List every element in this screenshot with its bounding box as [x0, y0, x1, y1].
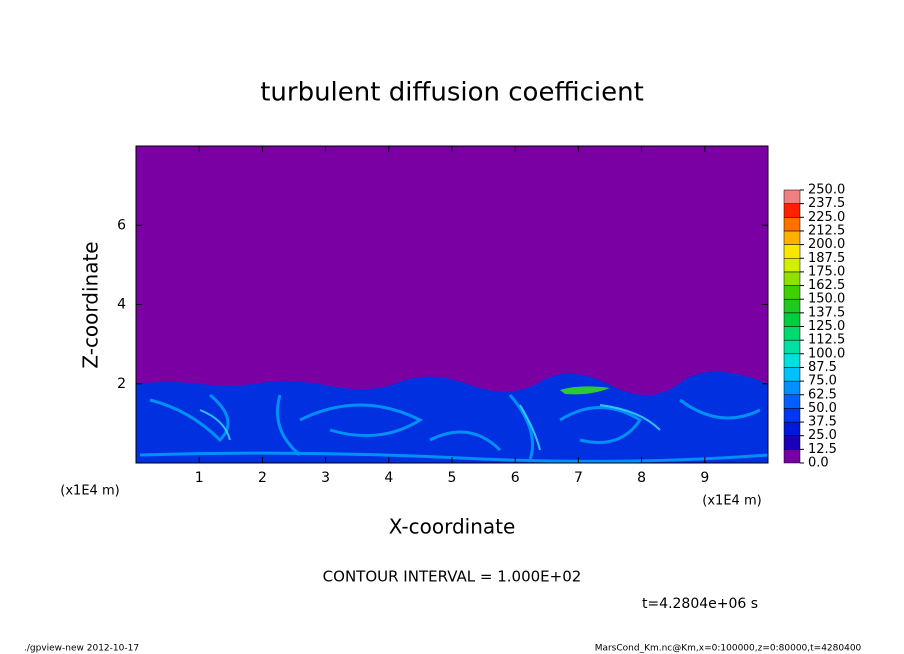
- x-tick-label: 1: [195, 470, 204, 486]
- x-tick-label: 5: [448, 470, 457, 486]
- colorbar-band: [783, 435, 801, 450]
- colorbar-band: [783, 339, 801, 355]
- y-tick-label: 6: [117, 217, 126, 233]
- colorbar-band: [783, 408, 801, 423]
- x-axis-label: X-coordinate: [389, 515, 516, 539]
- colorbar-label: 50.0: [808, 401, 837, 416]
- x-tick-label: 4: [384, 470, 393, 486]
- colorbar-label: 200.0: [808, 237, 845, 252]
- colorbar-label: 100.0: [808, 346, 845, 361]
- colorbar-band: [783, 449, 801, 464]
- colorbar-band: [783, 353, 801, 368]
- colorbar-label: 162.5: [808, 278, 845, 293]
- colorbar-band: [783, 285, 801, 300]
- x-tick-label: 9: [700, 470, 709, 486]
- colorbar-label: 250.0: [808, 183, 845, 198]
- colorbar-band: [783, 394, 801, 409]
- colorbar-label: 112.5: [808, 333, 845, 348]
- y-tick-label: 2: [117, 376, 126, 392]
- y-tick-label: 4: [117, 297, 126, 313]
- colorbar-label: 0.0: [808, 456, 829, 471]
- time-label: t=4.2804e+06 s: [642, 596, 758, 612]
- colorbar-band: [783, 230, 801, 245]
- colorbar-band: [783, 271, 801, 286]
- colorbar-band: [783, 312, 801, 327]
- y-axis-label: Z-coordinate: [79, 241, 103, 368]
- colorbar-label: 62.5: [808, 387, 837, 402]
- chart-title: turbulent diffusion coefficient: [260, 78, 644, 108]
- colorbar-label: 37.5: [808, 415, 837, 430]
- colorbar-label: 137.5: [808, 305, 845, 320]
- x-unit-label: (x1E4 m): [60, 484, 119, 499]
- colorbar-label: 187.5: [808, 251, 845, 266]
- colorbar-label: 175.0: [808, 264, 845, 279]
- colorbar-label: 75.0: [808, 374, 837, 389]
- x-tick-label: 2: [258, 470, 267, 486]
- colorbar-label: 12.5: [808, 442, 837, 457]
- footer-right: MarsCond_Km.nc@Km,x=0:100000,z=0:80000,t…: [595, 644, 862, 654]
- colorbar-band: [783, 203, 801, 218]
- x-tick-label: 3: [321, 470, 330, 486]
- colorbar-label: 125.0: [808, 319, 845, 334]
- colorbar-label: 87.5: [808, 360, 837, 375]
- colorbar-band: [783, 326, 801, 341]
- annotation: CONTOUR INTERVAL = 1.000E+02: [323, 568, 582, 586]
- colorbar-label: 212.5: [808, 223, 845, 238]
- colorbar-band: [783, 367, 801, 382]
- x-tick-label: 7: [574, 470, 583, 486]
- colorbar-label: 150.0: [808, 292, 845, 307]
- colorbar-band: [783, 421, 801, 436]
- colorbar-band: [783, 244, 801, 259]
- x-unit-label: (x1E4 m): [702, 494, 761, 509]
- footer-left: ./gpview-new 2012-10-17: [24, 644, 139, 654]
- colorbar-band: [783, 380, 801, 396]
- colorbar-band: [783, 298, 801, 314]
- colorbar-label: 25.0: [808, 428, 837, 443]
- colorbar-band: [783, 258, 801, 273]
- colorbar-band: [783, 189, 801, 204]
- x-tick-label: 8: [637, 470, 646, 486]
- colorbar-label: 237.5: [808, 196, 845, 211]
- x-tick-label: 6: [511, 470, 520, 486]
- colorbar-band: [783, 217, 801, 232]
- colorbar-label: 225.0: [808, 210, 845, 225]
- field: [136, 146, 768, 463]
